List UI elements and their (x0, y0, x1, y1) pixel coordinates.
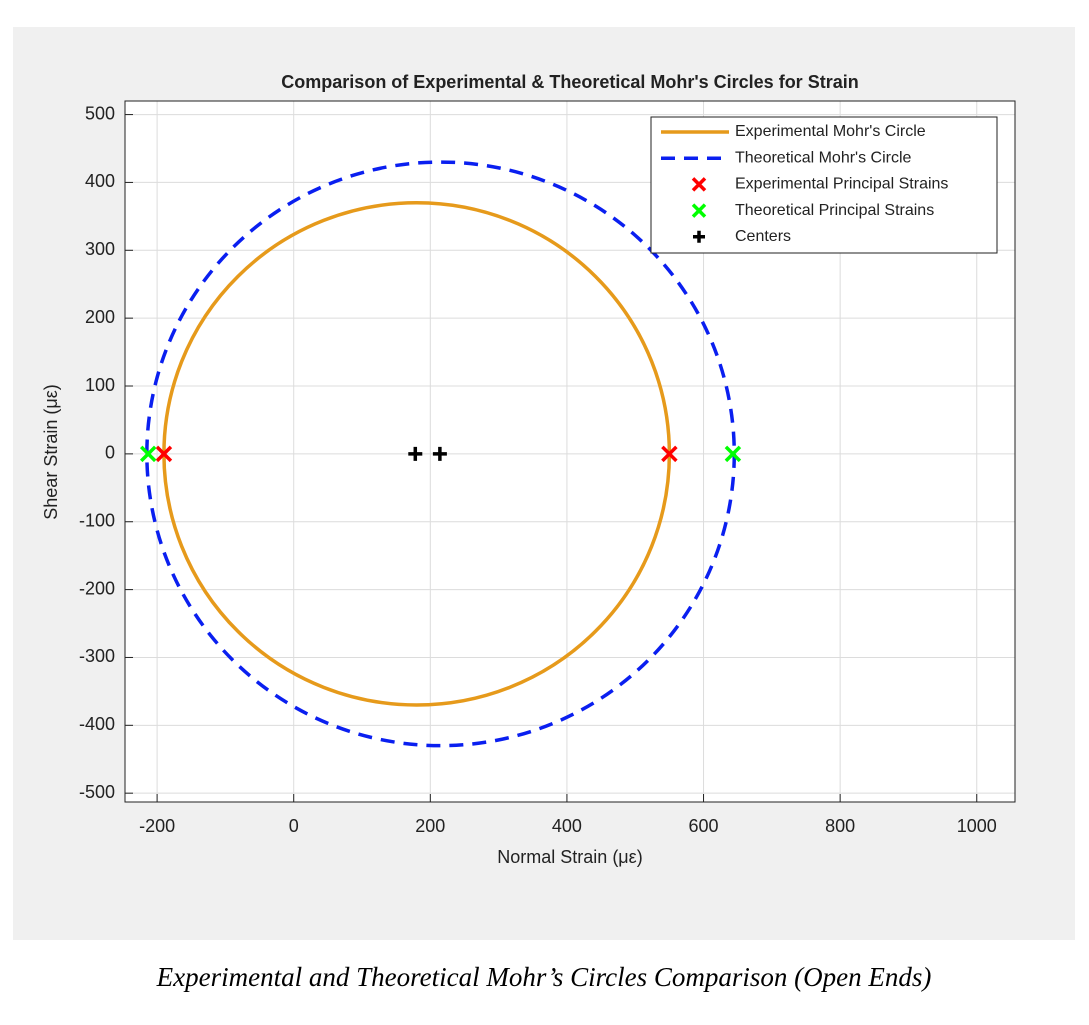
x-tick-label: 400 (552, 816, 582, 836)
x-tick-label: 600 (689, 816, 719, 836)
y-tick-label: 200 (85, 307, 115, 327)
y-tick-label: 100 (85, 375, 115, 395)
y-tick-label: -100 (79, 510, 115, 530)
x-tick-label: 1000 (957, 816, 997, 836)
x-tick-label: -200 (139, 816, 175, 836)
legend-box (650, 116, 998, 254)
marker (139, 445, 157, 463)
legend-label: Theoretical Principal Strains (735, 202, 934, 219)
legend-label: Theoretical Mohr's Circle (735, 149, 912, 166)
x-axis-label: Normal Strain (με) (497, 847, 642, 867)
legend-swatch (691, 203, 707, 218)
marker (155, 445, 173, 463)
legend-swatch (691, 177, 707, 192)
legend-label: Experimental Mohr's Circle (735, 123, 926, 140)
y-tick-label: 300 (85, 239, 115, 259)
plot-area (139, 160, 742, 748)
x-tick-label: 0 (289, 816, 299, 836)
caption: Experimental and Theoretical Mohr’s Circ… (156, 962, 932, 992)
y-tick-label: -400 (79, 714, 115, 734)
marker (724, 445, 742, 463)
y-tick-label: 500 (85, 103, 115, 123)
chart-title: Comparison of Experimental & Theoretical… (281, 72, 858, 92)
legend-label: Centers (735, 228, 791, 245)
axes-box (124, 100, 1016, 803)
y-tick-label: -300 (79, 646, 115, 666)
x-tick-label: 800 (825, 816, 855, 836)
legend: Experimental Mohr's Circle Theoretical Mo… (650, 116, 998, 254)
y-tick-label: 400 (85, 171, 115, 191)
legend-swatch (693, 230, 705, 243)
marker (661, 445, 678, 463)
y-tick-label: 0 (105, 443, 115, 463)
marker (432, 446, 447, 461)
y-tick-label: -500 (79, 782, 115, 802)
marker (408, 446, 423, 461)
x-tick-label: 200 (415, 816, 445, 836)
legend-label: Experimental Principal Strains (735, 176, 948, 193)
y-tick-label: -200 (79, 578, 115, 598)
y-axis-label: Shear Strain (με) (41, 384, 61, 519)
